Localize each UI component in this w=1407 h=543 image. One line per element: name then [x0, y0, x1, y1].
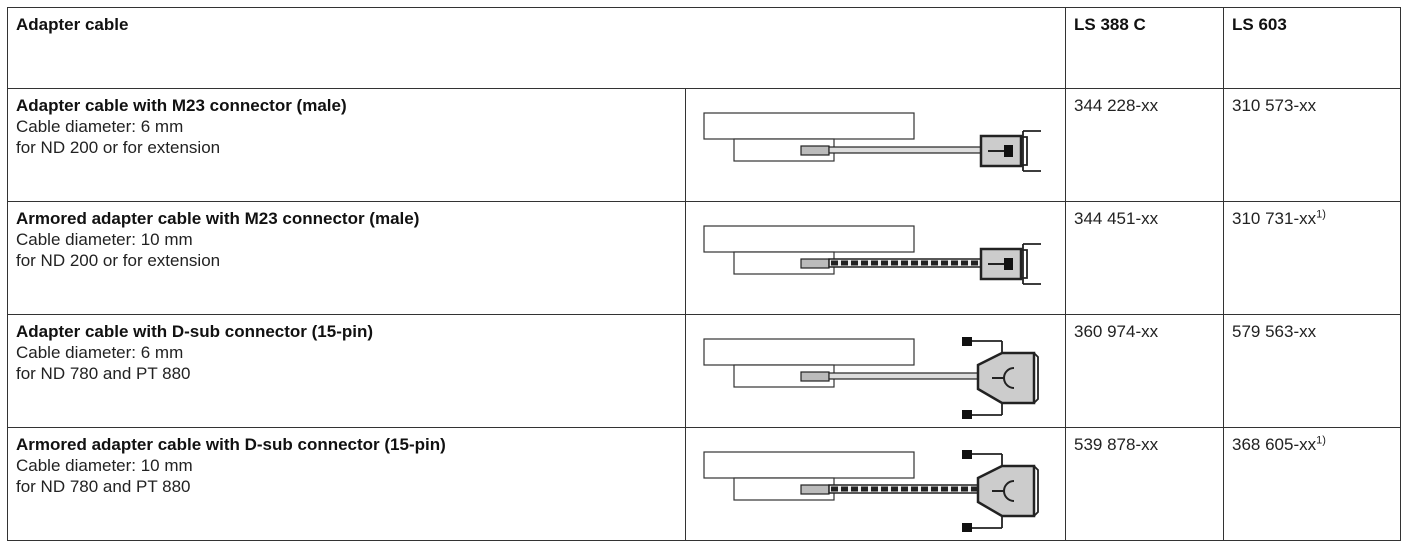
id-cell: 310 573-xx — [1223, 88, 1401, 202]
id-cell: 310 731-xx1) — [1223, 201, 1401, 315]
row: Armored adapter cable with M23 connector… — [7, 201, 1401, 315]
header-cell: LS 603 — [1223, 7, 1401, 89]
footnote-mark: 1) — [1316, 208, 1326, 221]
image-cell — [685, 88, 1066, 202]
row: Adapter cable with D-sub connector (15-p… — [7, 314, 1401, 428]
desc-cell: Adapter cable with D-sub connector (15-p… — [7, 314, 686, 428]
row: Adapter cable with M23 connector (male) C… — [7, 88, 1401, 202]
desc-cell: Armored adapter cable with D-sub connect… — [7, 427, 686, 541]
row-line: for ND 200 or for extension — [16, 251, 221, 270]
id-text: 310 731-xx — [1232, 209, 1317, 228]
id-cell: 539 878-xx — [1065, 427, 1224, 541]
id-text: 368 605-xx — [1232, 435, 1317, 454]
row-title: Adapter cable with M23 connector (male) — [16, 96, 347, 115]
row-title: Armored adapter cable with M23 connector… — [16, 209, 420, 228]
desc-cell: Adapter cable with M23 connector (male) C… — [7, 88, 686, 202]
id-cell: 344 451-xx — [1065, 201, 1224, 315]
header-cell: Adapter cable — [7, 7, 1066, 89]
image-cell — [685, 427, 1066, 541]
table: Adapter cable LS 388 C LS 603 Adapter ca… — [7, 7, 1401, 541]
id-cell: 579 563-xx — [1223, 314, 1401, 428]
row: Armored adapter cable with D-sub connect… — [7, 427, 1401, 541]
image-cell — [685, 314, 1066, 428]
header-row: Adapter cable LS 388 C LS 603 — [7, 7, 1401, 89]
cable-drawing — [703, 225, 1043, 286]
row-line: Cable diameter: 10 mm — [16, 456, 193, 475]
desc-cell: Armored adapter cable with M23 connector… — [7, 201, 686, 315]
row-line: Cable diameter: 6 mm — [16, 343, 184, 362]
cable-drawing — [703, 335, 1040, 421]
header-cell: LS 388 C — [1065, 7, 1224, 89]
id-cell: 344 228-xx — [1065, 88, 1224, 202]
footnote-mark: 1) — [1316, 434, 1326, 447]
row-line: Cable diameter: 10 mm — [16, 230, 193, 249]
row-title: Adapter cable with D-sub connector (15-p… — [16, 322, 374, 341]
row-line: for ND 200 or for extension — [16, 138, 221, 157]
cable-drawing — [703, 448, 1040, 534]
row-line: Cable diameter: 6 mm — [16, 117, 184, 136]
image-cell — [685, 201, 1066, 315]
row-title: Armored adapter cable with D-sub connect… — [16, 435, 446, 454]
row-line: for ND 780 and PT 880 — [16, 364, 191, 383]
cable-drawing — [703, 112, 1043, 173]
row-line: for ND 780 and PT 880 — [16, 477, 191, 496]
id-cell: 360 974-xx — [1065, 314, 1224, 428]
id-cell: 368 605-xx1) — [1223, 427, 1401, 541]
